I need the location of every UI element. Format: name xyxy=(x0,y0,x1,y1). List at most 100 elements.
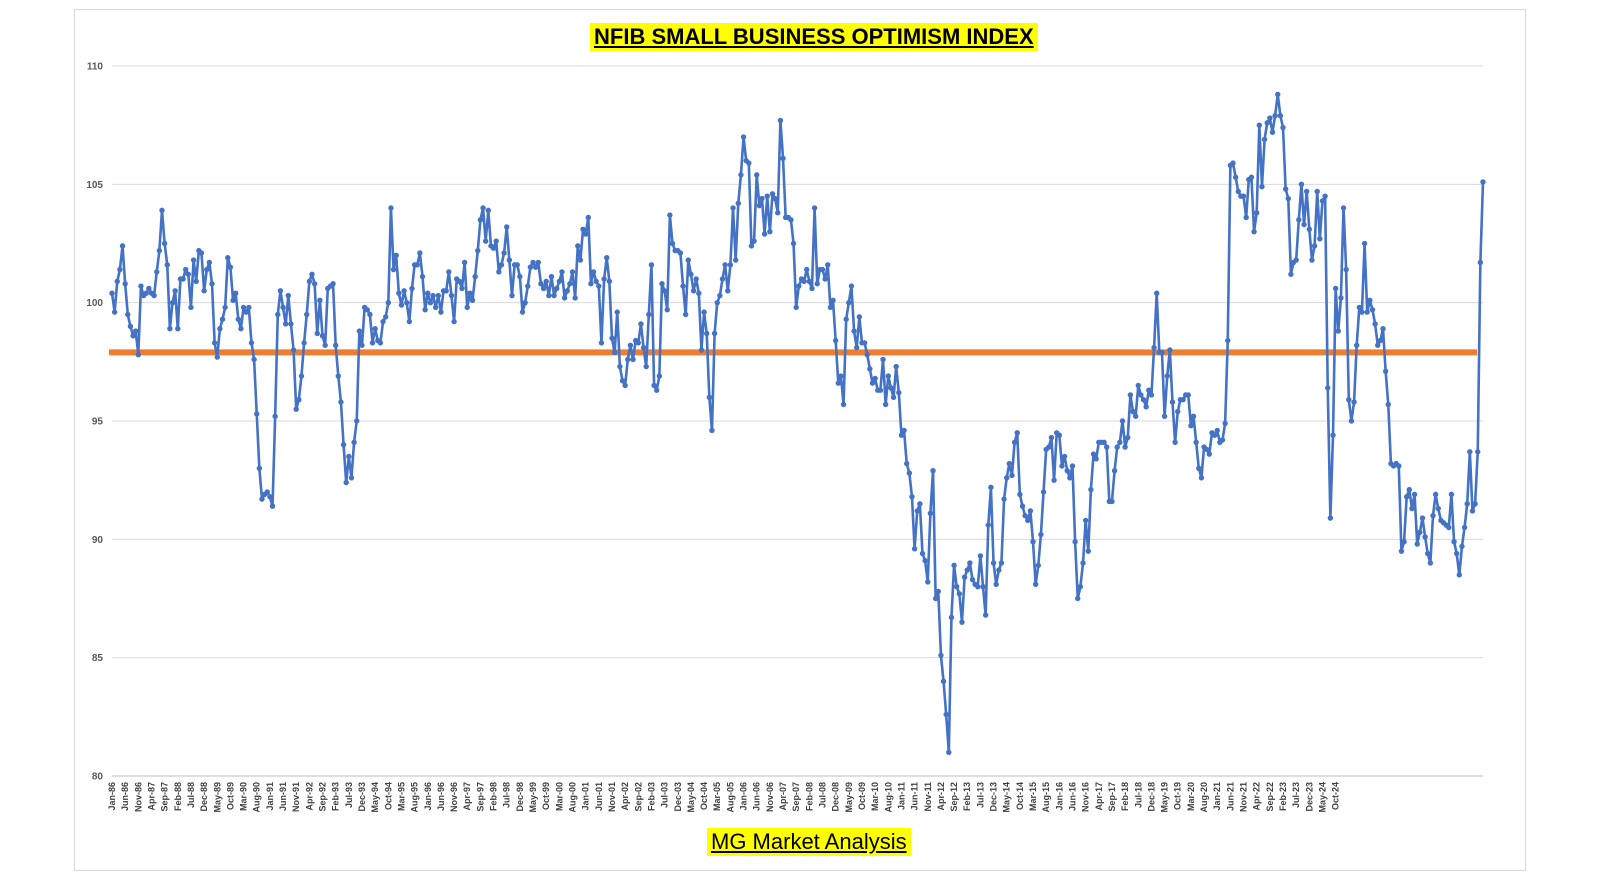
data-point xyxy=(469,297,476,303)
data-point xyxy=(764,193,770,199)
data-point xyxy=(1172,439,1178,445)
data-point xyxy=(248,340,255,346)
data-point xyxy=(356,328,363,334)
data-point xyxy=(1080,560,1086,566)
data-point xyxy=(448,292,455,299)
data-point xyxy=(1330,432,1336,438)
data-point xyxy=(298,373,305,379)
x-tick-label: Jun-16 xyxy=(1067,782,1077,811)
data-point xyxy=(730,205,736,211)
data-point xyxy=(198,250,205,256)
data-point xyxy=(446,269,452,275)
gridlines xyxy=(112,65,1483,777)
data-point xyxy=(280,304,286,311)
data-point xyxy=(1446,524,1452,531)
data-point xyxy=(525,283,531,289)
data-point xyxy=(480,205,486,211)
data-point xyxy=(685,257,691,263)
x-tick-label: Oct-24 xyxy=(1331,782,1341,810)
data-point xyxy=(1398,548,1405,554)
data-point xyxy=(1004,475,1010,481)
data-point xyxy=(761,231,768,237)
data-point xyxy=(598,340,605,346)
data-point xyxy=(1296,217,1302,223)
data-point xyxy=(209,281,215,287)
data-point xyxy=(1306,226,1313,232)
data-point xyxy=(1180,397,1186,403)
data-point xyxy=(1332,285,1339,292)
x-tick-label: Jul-18 xyxy=(1133,782,1143,808)
data-point xyxy=(1019,503,1026,509)
data-point xyxy=(775,210,781,216)
data-point xyxy=(135,352,142,358)
data-point xyxy=(1038,531,1044,538)
data-point xyxy=(222,304,228,311)
data-point xyxy=(1048,434,1055,441)
data-point xyxy=(127,323,134,330)
data-point xyxy=(1364,309,1370,315)
x-tick-label: Jun-01 xyxy=(594,782,604,811)
x-tick-label: Apr-87 xyxy=(146,782,156,811)
data-point xyxy=(1056,432,1063,438)
data-point xyxy=(925,579,931,585)
x-tick-label: Feb-23 xyxy=(1278,782,1288,811)
data-point xyxy=(306,278,313,285)
data-point xyxy=(993,581,999,587)
data-point xyxy=(1464,501,1470,507)
x-tick-label: Aug-90 xyxy=(252,782,262,813)
data-point xyxy=(1214,427,1220,434)
x-tick-label: Aug-95 xyxy=(410,782,420,813)
x-tick-label: Feb-88 xyxy=(173,782,183,811)
data-point xyxy=(264,489,270,495)
data-point xyxy=(748,243,755,249)
data-point xyxy=(588,281,594,287)
data-point xyxy=(898,432,905,438)
x-tick-label: Sep-87 xyxy=(160,782,170,812)
data-point xyxy=(711,330,718,337)
x-tick-label: May-19 xyxy=(1160,782,1170,813)
data-point xyxy=(496,269,502,275)
x-tick-label: Oct-04 xyxy=(699,782,709,810)
data-point xyxy=(477,217,484,223)
data-point xyxy=(385,299,392,306)
data-point xyxy=(1119,418,1126,424)
x-tick-label: Dec-23 xyxy=(1304,782,1314,812)
data-point xyxy=(1382,368,1389,374)
data-point xyxy=(1267,115,1273,121)
data-point xyxy=(927,510,934,516)
x-tick-label: Nov-91 xyxy=(291,782,301,812)
data-point xyxy=(201,288,207,294)
x-tick-label: Sep-07 xyxy=(791,782,801,812)
x-tick-label: Jan-91 xyxy=(265,782,275,811)
x-tick-label: Nov-06 xyxy=(765,782,775,812)
data-point xyxy=(951,562,957,569)
data-point xyxy=(1419,515,1426,521)
data-point xyxy=(1085,548,1091,554)
data-point xyxy=(1225,337,1231,344)
data-point xyxy=(138,283,144,289)
data-point xyxy=(1456,572,1463,578)
data-point xyxy=(1072,539,1078,545)
data-point xyxy=(1188,423,1194,429)
data-point xyxy=(1109,498,1115,505)
data-point xyxy=(427,299,434,306)
data-point xyxy=(1327,515,1334,521)
data-point xyxy=(769,191,776,197)
data-point xyxy=(856,314,863,320)
x-tick-label: Mar-00 xyxy=(554,782,564,811)
data-point xyxy=(1477,259,1484,266)
data-point xyxy=(432,304,439,311)
x-tick-label: Feb-18 xyxy=(1120,782,1130,811)
data-point xyxy=(609,335,615,341)
x-tick-label: Jan-96 xyxy=(423,782,433,811)
data-point xyxy=(882,401,889,408)
data-point xyxy=(340,441,347,448)
data-point xyxy=(948,614,955,621)
x-tick-label: Aug-15 xyxy=(1041,782,1051,813)
data-point xyxy=(235,316,242,322)
data-point xyxy=(1448,491,1455,498)
data-point xyxy=(617,363,623,370)
data-point xyxy=(1082,517,1089,524)
data-point xyxy=(804,266,810,273)
data-point xyxy=(319,333,326,339)
